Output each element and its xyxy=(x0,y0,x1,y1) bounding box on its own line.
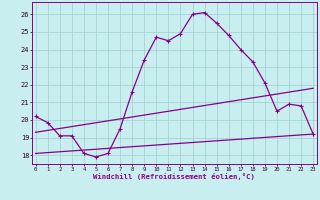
X-axis label: Windchill (Refroidissement éolien,°C): Windchill (Refroidissement éolien,°C) xyxy=(93,173,255,180)
